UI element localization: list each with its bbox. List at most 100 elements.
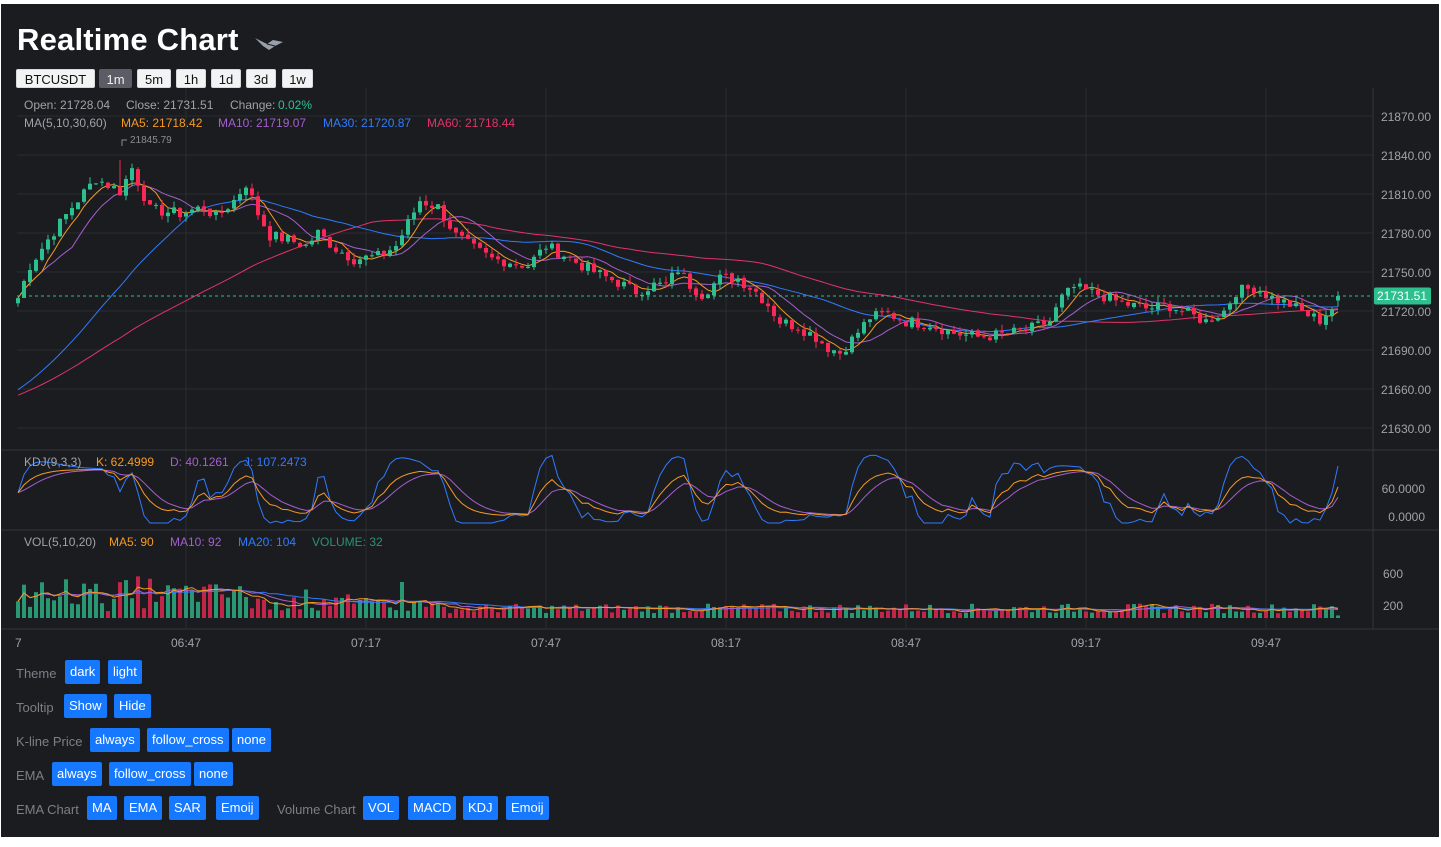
- candle: [178, 206, 182, 222]
- candle: [772, 303, 776, 322]
- candle: [964, 329, 968, 342]
- candle: [226, 207, 230, 214]
- theme-light-button[interactable]: light: [108, 660, 142, 684]
- candle: [448, 214, 452, 231]
- candle: [148, 199, 152, 206]
- candle: [70, 202, 74, 220]
- tooltip-show-button[interactable]: Show: [64, 694, 107, 718]
- volume-bar: [448, 613, 452, 618]
- candle: [820, 340, 824, 345]
- time-tick: 09:17: [1071, 636, 1101, 650]
- volume-bar: [934, 609, 938, 618]
- period-1d-button[interactable]: 1d: [211, 69, 241, 88]
- kdj-j-value: J: 107.2473: [244, 455, 307, 469]
- candle: [106, 181, 110, 190]
- volume-bar: [1036, 609, 1040, 618]
- volume-bar: [628, 607, 632, 618]
- volume-bar: [706, 603, 710, 618]
- volume-bar: [622, 609, 626, 618]
- volume-bar: [196, 601, 200, 618]
- candle: [454, 227, 458, 238]
- candle: [838, 349, 842, 360]
- candle: [424, 195, 428, 211]
- volume-bar: [748, 607, 752, 618]
- logo-icon: [255, 38, 283, 50]
- candle: [742, 275, 746, 292]
- ma60-value: MA60: 21718.44: [427, 116, 515, 130]
- candle: [280, 229, 284, 244]
- volume-chart-macd-button[interactable]: MACD: [408, 796, 457, 820]
- volume-bar: [880, 611, 884, 618]
- kline-price-none-button[interactable]: none: [232, 728, 271, 752]
- candle: [262, 210, 266, 227]
- volume-bar: [856, 605, 860, 618]
- volume-bar: [514, 603, 518, 618]
- volume-bar: [988, 611, 992, 618]
- volume-bar: [928, 604, 932, 618]
- candle: [28, 263, 32, 287]
- period-1h-button[interactable]: 1h: [176, 69, 206, 88]
- volume-bar: [310, 607, 314, 618]
- volume-bar: [1330, 606, 1334, 618]
- volume-chart-vol-button[interactable]: VOL: [363, 796, 400, 820]
- kline-price-always-button[interactable]: always: [90, 728, 140, 752]
- theme-dark-button[interactable]: dark: [65, 660, 101, 684]
- ma60-line: [17, 218, 1339, 396]
- tooltip-hide-button[interactable]: Hide: [114, 694, 151, 718]
- candle: [364, 254, 368, 266]
- volume-bar: [376, 599, 380, 618]
- volume-bar: [1120, 610, 1124, 618]
- candle: [1198, 309, 1202, 325]
- kdj-legend: KDJ(9,3,3) K: 62.4999 D: 40.1261 J: 107.…: [24, 455, 307, 469]
- ma30-line: [17, 198, 1339, 391]
- candle: [610, 276, 614, 283]
- volume-bar: [652, 613, 656, 618]
- volume-bar: [952, 611, 956, 618]
- candle: [502, 259, 506, 272]
- candle: [124, 175, 128, 201]
- volume-bar: [766, 606, 770, 618]
- volume-bar: [340, 597, 344, 618]
- volume-bar: [1084, 611, 1088, 618]
- volume-bar: [904, 604, 908, 618]
- volume-bar: [190, 589, 194, 618]
- candle: [922, 326, 926, 332]
- volume-bar: [1108, 611, 1112, 618]
- kline-price-follow-cross-button[interactable]: follow_cross: [147, 728, 229, 752]
- ema-chart-ma-button[interactable]: MA: [87, 796, 117, 820]
- symbol-button[interactable]: BTCUSDT: [16, 69, 95, 88]
- candle: [748, 286, 752, 296]
- ema-always-button[interactable]: always: [52, 762, 102, 786]
- volume-bar: [670, 612, 674, 618]
- period-3d-button[interactable]: 3d: [246, 69, 276, 88]
- period-5m-button[interactable]: 5m: [137, 69, 171, 88]
- volume-bar: [46, 598, 50, 618]
- volume-bar: [1024, 606, 1028, 618]
- period-1m-button[interactable]: 1m: [99, 69, 132, 88]
- candle: [1078, 277, 1082, 290]
- candle: [310, 237, 314, 247]
- candle: [670, 266, 674, 289]
- volume-bar: [1240, 611, 1244, 618]
- ema-chart-emoij-button[interactable]: Emoij: [216, 796, 259, 820]
- ema-follow-cross-button[interactable]: follow_cross: [109, 762, 191, 786]
- realtime-chart[interactable]: 21731.51 21845.79 21870.00 21840.00 2181…: [1, 88, 1439, 650]
- candle: [550, 241, 554, 251]
- ema-none-button[interactable]: none: [194, 762, 233, 786]
- volume-chart-emoij-button[interactable]: Emoij: [506, 796, 549, 820]
- candle: [400, 229, 404, 248]
- volume-bar: [538, 605, 542, 618]
- volume-bar: [1234, 611, 1238, 618]
- volume-chart-kdj-button[interactable]: KDJ: [463, 796, 498, 820]
- candle: [646, 286, 650, 301]
- candle: [826, 342, 830, 358]
- ema-chart-sar-button[interactable]: SAR: [169, 796, 206, 820]
- ema-chart-ema-button[interactable]: EMA: [124, 796, 163, 820]
- volume-bar: [1102, 611, 1106, 618]
- candle: [844, 346, 848, 356]
- period-1w-button[interactable]: 1w: [282, 69, 313, 88]
- candle: [496, 252, 500, 264]
- candle: [658, 277, 662, 286]
- candle: [622, 277, 626, 290]
- candle: [874, 307, 878, 321]
